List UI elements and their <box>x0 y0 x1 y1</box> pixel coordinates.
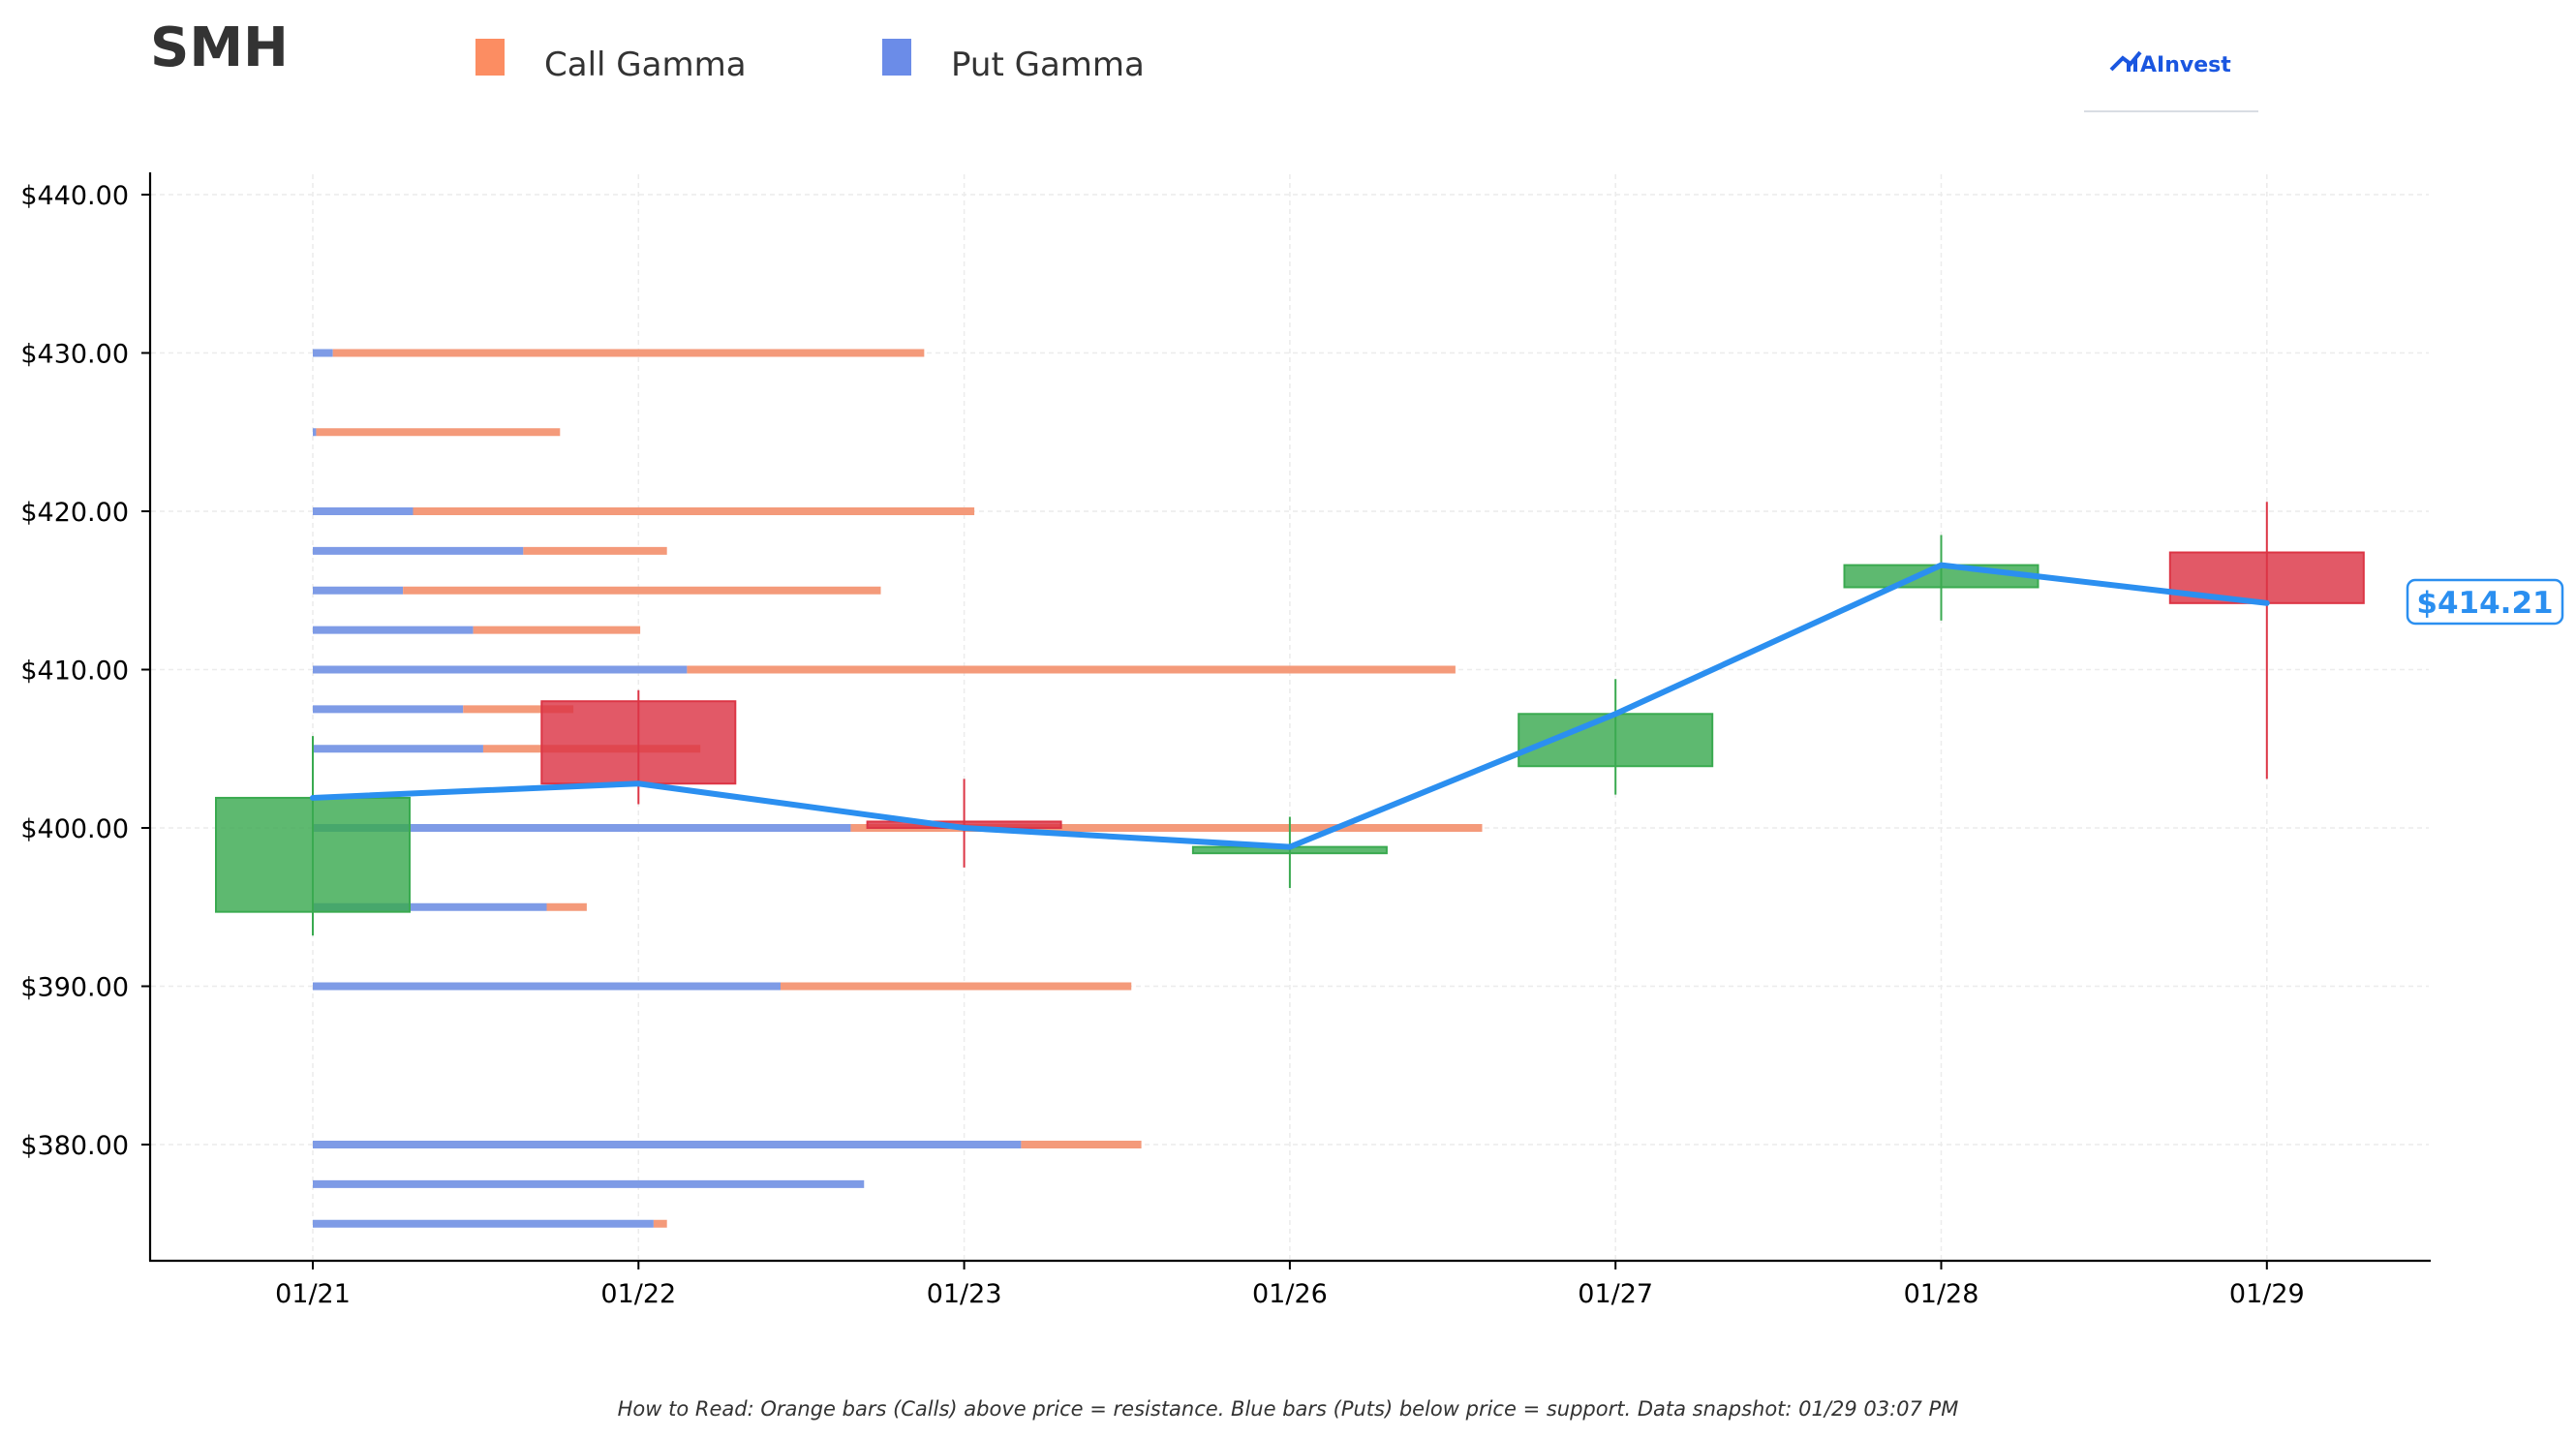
gamma-bars <box>313 349 1483 1228</box>
current-price-box <box>2406 578 2564 626</box>
call-gamma-bar <box>1021 1141 1142 1148</box>
put-gamma-bar <box>313 349 333 357</box>
y-axis-ticks: $380.00 $390.00 $400.00 $410.00 $420.00 $430.… <box>20 181 150 1161</box>
candle-body <box>540 700 737 785</box>
y-tick-label: $430.00 <box>20 340 129 370</box>
brand-logo: AInvest <box>2084 50 2258 112</box>
brand-chart-icon <box>2109 50 2142 72</box>
x-tick-label: 01/23 <box>927 1279 1002 1309</box>
y-tick-label: $380.00 <box>20 1131 129 1161</box>
call-gamma-bar <box>463 705 574 714</box>
candle-body <box>215 796 411 913</box>
put-gamma-bar <box>313 507 414 515</box>
x-tick-label: 01/28 <box>1904 1279 1979 1309</box>
put-gamma-bar <box>313 1141 1022 1148</box>
put-gamma-bar <box>313 546 524 555</box>
candle-body <box>1843 564 2039 589</box>
put-gamma-bar <box>313 586 404 595</box>
call-gamma-bar <box>473 626 641 634</box>
call-gamma-bar <box>316 428 561 437</box>
call-gamma-bar <box>781 982 1132 991</box>
call-gamma-bar <box>332 349 925 357</box>
ticker-title: SMH <box>150 16 289 79</box>
call-gamma-bar <box>413 507 975 515</box>
call-gamma-bar <box>546 902 587 911</box>
x-tick-label: 01/21 <box>275 1279 351 1309</box>
put-gamma-bar <box>313 1219 654 1228</box>
x-axis-ticks: 01/21 01/22 01/23 01/26 01/27 01/28 01/29 <box>275 1261 2305 1309</box>
legend-call-label: Call Gamma <box>544 46 747 84</box>
put-gamma-bar <box>313 705 464 714</box>
y-tick-label: $400.00 <box>20 814 129 844</box>
current-price-label: $414.21 <box>2406 578 2564 626</box>
put-gamma-bar <box>313 626 474 634</box>
y-tick-label: $440.00 <box>20 181 129 211</box>
legend: Call Gamma Put Gamma <box>475 39 1145 84</box>
y-tick-label: $390.00 <box>20 973 129 1003</box>
close-price-line <box>310 562 2270 850</box>
legend-call-swatch <box>475 39 505 76</box>
grid <box>151 174 2429 1259</box>
put-gamma-bar <box>313 824 851 832</box>
candles <box>215 502 2365 936</box>
y-tick-label: $420.00 <box>20 498 129 528</box>
brand-name: AInvest <box>2140 53 2231 77</box>
call-gamma-bar <box>523 546 667 555</box>
x-tick-label: 01/29 <box>2229 1279 2305 1309</box>
call-gamma-bar <box>653 1219 667 1228</box>
put-gamma-bar <box>313 428 317 437</box>
put-gamma-bar <box>313 665 688 674</box>
x-tick-label: 01/26 <box>1252 1279 1328 1309</box>
put-gamma-bar <box>313 745 483 753</box>
put-gamma-bar <box>313 982 781 991</box>
x-tick-label: 01/27 <box>1578 1279 1653 1309</box>
legend-put-swatch <box>882 39 911 76</box>
put-gamma-bar <box>313 1179 865 1188</box>
x-tick-label: 01/22 <box>600 1279 676 1309</box>
y-tick-label: $410.00 <box>20 657 129 687</box>
call-gamma-bar <box>850 824 1483 832</box>
put-gamma-bar <box>313 902 547 911</box>
how-to-read-footnote: How to Read: Orange bars (Calls) above p… <box>618 1397 1959 1421</box>
call-gamma-bar <box>687 665 1456 674</box>
close-line-path <box>310 562 2270 850</box>
call-gamma-bar <box>403 586 881 595</box>
current-price-text: $414.21 <box>2416 586 2553 621</box>
legend-put-label: Put Gamma <box>951 46 1145 84</box>
